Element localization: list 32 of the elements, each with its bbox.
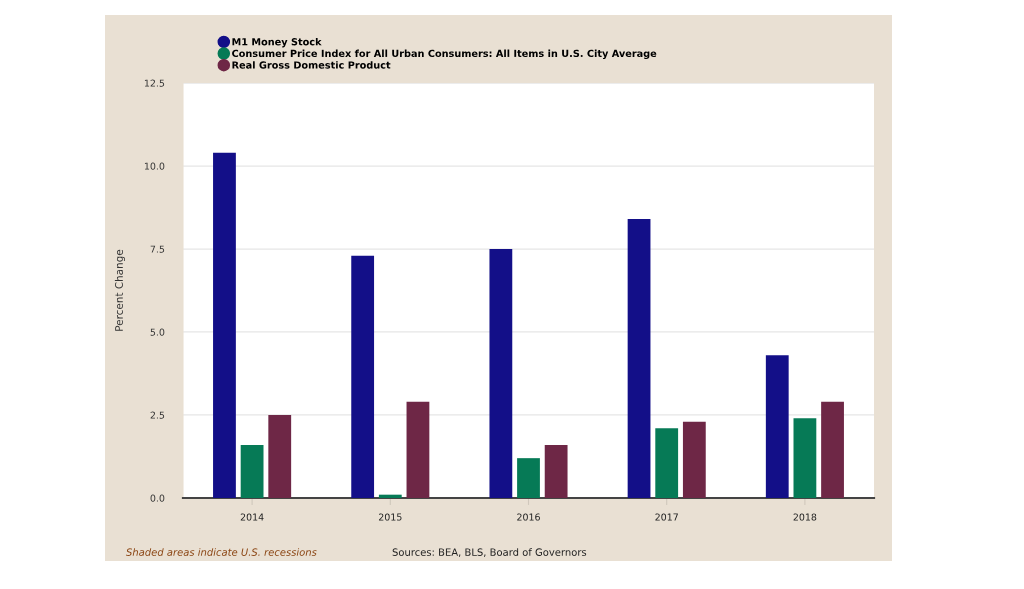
bar [821,401,844,498]
x-tick-label: 2018 [793,513,817,521]
bar [351,255,375,498]
x-tick-label: 2014 [240,513,264,521]
bar [268,415,292,498]
bar [682,421,706,498]
bar [765,355,789,498]
legend-label: Real Gross Domestic Product [232,61,391,69]
bar [406,401,430,498]
y-tick-label: 10.0 [144,162,165,170]
y-axis-title: Percent Change [114,249,125,331]
legend-label: M1 Money Stock [232,37,322,48]
bar [627,219,651,498]
legend-label: Consumer Price Index for All Urban Consumers: All Items in U.S. City Average [232,49,657,59]
bar [544,444,568,498]
bar [378,494,402,498]
bar [655,428,679,498]
x-tick-label: 2016 [517,513,540,521]
source-note: Sources: BEA, BLS, Board of Governors [392,548,587,557]
bar [489,249,513,498]
bar [517,458,540,498]
bar [213,152,236,498]
bar [240,444,264,498]
text: Shaded areas indicate U.S. recessions [126,548,317,556]
y-tick-label: 0.0 [150,494,165,502]
bar [793,418,817,498]
x-tick-label: 2015 [378,513,402,521]
y-tick-label: 2.5 [150,411,165,419]
y-tick-label: 12.5 [144,79,165,87]
x-tick-label: 2017 [655,513,678,521]
y-tick-label: 5.0 [150,328,165,336]
y-tick-label: 7.5 [150,245,165,253]
